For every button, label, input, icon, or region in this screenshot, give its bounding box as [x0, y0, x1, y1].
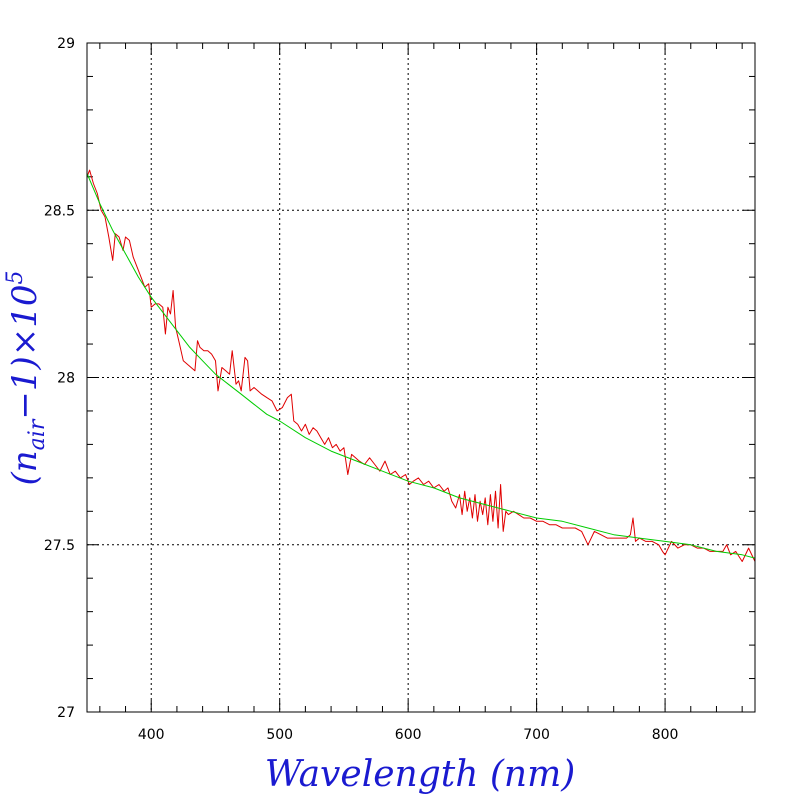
y-tick-label: 27.5 — [44, 538, 75, 554]
grid-lines — [87, 43, 755, 712]
y-axis-title-prefix: (n — [5, 450, 45, 485]
x-tick-label: 700 — [523, 727, 550, 743]
y-axis-title-middle: −1)×10 — [5, 285, 45, 420]
y-tick-label: 28.5 — [44, 203, 75, 219]
x-tick-labels: 400 500 600 700 800 — [138, 727, 679, 743]
y-tick-label: 28 — [57, 371, 75, 387]
y-tick-label: 27 — [57, 705, 75, 721]
y-axis-title: (nair−1)×105 — [3, 271, 50, 486]
plot-frame — [86, 42, 756, 713]
y-tick-labels: 27 27.5 28 28.5 29 — [44, 36, 75, 721]
x-tick-label: 500 — [266, 727, 293, 743]
x-axis-title: Wavelength (nm) — [265, 754, 576, 795]
series-layer — [87, 169, 755, 562]
y-tick-label: 29 — [57, 36, 75, 52]
x-tick-label: 400 — [138, 727, 165, 743]
measured-series-line — [87, 169, 755, 562]
model-series-line — [87, 173, 755, 559]
x-tick-label: 600 — [395, 727, 422, 743]
x-tick-label: 800 — [652, 727, 679, 743]
y-axis-title-subscript: air — [25, 418, 50, 450]
y-axis-title-superscript: 5 — [3, 271, 28, 285]
